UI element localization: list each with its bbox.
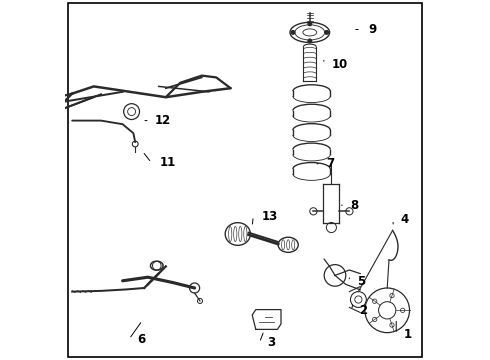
Text: 10: 10 [332, 58, 348, 71]
Text: 4: 4 [401, 213, 409, 226]
Text: 2: 2 [360, 304, 368, 317]
Text: 11: 11 [159, 156, 175, 169]
Text: 3: 3 [268, 336, 275, 349]
Circle shape [308, 22, 312, 26]
Text: 5: 5 [357, 275, 365, 288]
Text: 6: 6 [137, 333, 145, 346]
Circle shape [308, 39, 312, 43]
Circle shape [325, 31, 328, 34]
Text: 9: 9 [369, 23, 377, 36]
Text: 1: 1 [404, 328, 412, 341]
Text: 7: 7 [326, 157, 334, 170]
Text: 8: 8 [350, 199, 358, 212]
Circle shape [291, 31, 295, 34]
Text: 13: 13 [261, 210, 277, 222]
Text: 12: 12 [155, 114, 171, 127]
